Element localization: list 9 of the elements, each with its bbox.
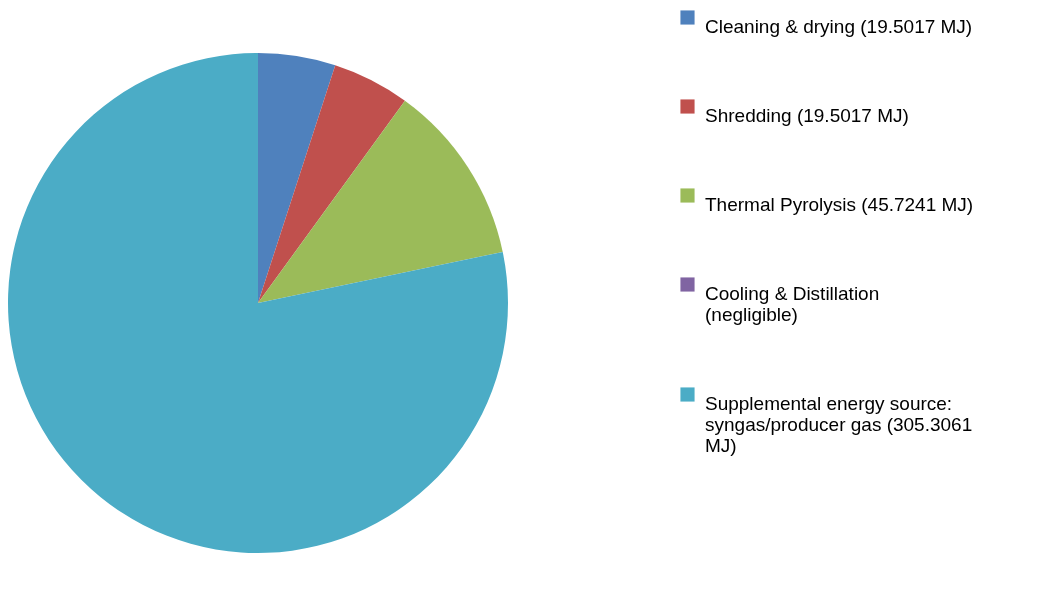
- pie-slice: [258, 100, 503, 303]
- pie-slice: [258, 53, 336, 303]
- legend-label: Shredding (19.5017 MJ): [705, 104, 909, 126]
- legend-label: Cooling & Distillation (negligible): [705, 282, 880, 325]
- pie-slice: [8, 53, 508, 553]
- legend-label: Thermal Pyrolysis (45.7241 MJ): [705, 193, 974, 215]
- legend-label: Supplemental energy source: syngas/producer gas (305.3061 MJ): [705, 392, 973, 456]
- pie-slice: [258, 65, 405, 303]
- legend-label: Cleaning & drying (19.5017 MJ): [705, 15, 973, 37]
